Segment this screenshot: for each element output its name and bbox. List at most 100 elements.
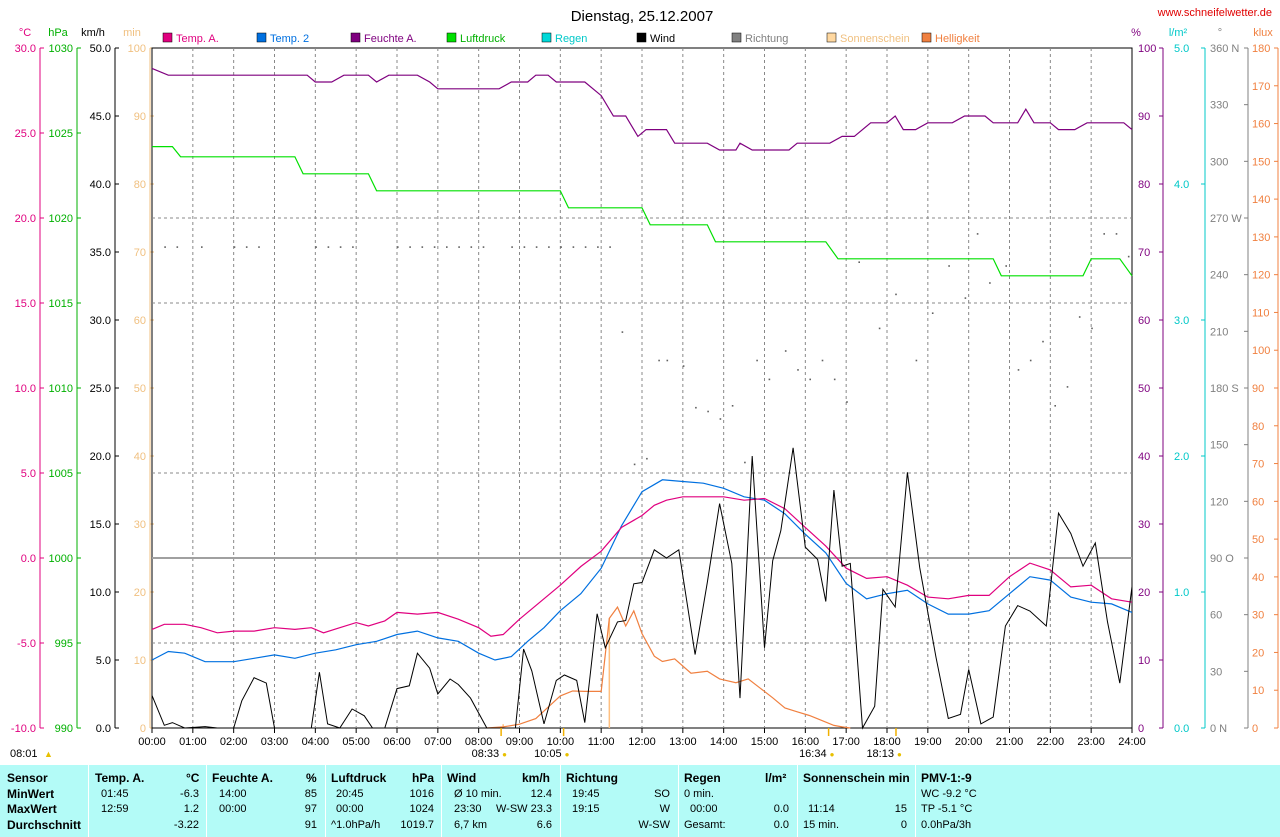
direction-point	[164, 246, 166, 248]
direction-point	[470, 246, 473, 248]
min-humidity-value: 85	[304, 788, 317, 800]
pressure-trend: ^1.0hPa/h	[331, 819, 381, 831]
light-axis-tick-label: 120	[1252, 270, 1270, 282]
avg-humidity-value: 91	[304, 819, 317, 831]
x-tick-label: 13:00	[669, 736, 697, 748]
direction-point	[915, 359, 918, 362]
col-divider	[915, 765, 916, 837]
min-direction-time: 19:45	[572, 788, 600, 800]
max-temp-time: 12:59	[101, 803, 129, 815]
rain-unit-label: l/m²	[1169, 27, 1188, 39]
humidity-axis-tick-label: 50	[1138, 383, 1150, 395]
pressure-axis-tick-label: 1025	[49, 128, 73, 140]
temp2-series	[151, 479, 1133, 663]
header-sunshine: Sonnenschein min	[803, 771, 910, 785]
direction-point	[176, 246, 179, 248]
light-axis-tick-label: 0	[1252, 723, 1258, 735]
direction-axis-tick-label: 0 N	[1210, 723, 1227, 735]
direction-point	[1029, 359, 1032, 362]
pressure-axis-tick-label: 1020	[49, 213, 73, 225]
temp-axis-tick-label: 25.0	[15, 128, 36, 140]
wind-distance: 6,7 km	[454, 819, 488, 831]
direction-point	[609, 246, 611, 248]
wind-axis-tick-label: 5.0	[96, 655, 111, 667]
row-label-avg: Durchschnitt	[7, 818, 82, 832]
wind-axis-tick-label: 40.0	[90, 179, 111, 191]
direction-point	[731, 405, 734, 407]
temp-unit-label: °C	[19, 27, 31, 39]
direction-point	[548, 246, 550, 248]
row-label-max: MaxWert	[7, 802, 57, 816]
x-tick-label: 17:00	[832, 736, 860, 748]
x-tick-label: 12:00	[628, 736, 656, 748]
avg-pressure-value: 1019.7	[400, 819, 434, 831]
direction-axis-tick-label: 60	[1210, 610, 1222, 622]
avg-wind-value: 6.6	[536, 819, 552, 831]
max-humidity-time: 00:00	[219, 803, 247, 815]
direction-point	[948, 265, 950, 267]
pressure-unit-label: hPa	[48, 27, 68, 39]
direction-point	[931, 312, 934, 314]
rain-axis-tick-label: 0.0	[1174, 723, 1189, 735]
direction-point	[523, 246, 526, 248]
humidity-axis-tick-label: 10	[1138, 655, 1150, 667]
light-axis-tick-label: 50	[1252, 534, 1264, 546]
direction-point	[584, 246, 587, 248]
direction-point	[756, 359, 758, 362]
direction-point	[433, 246, 436, 248]
pressure-axis-tick-label: 1010	[49, 383, 73, 395]
direction-point	[633, 463, 636, 466]
wind-axis-tick-label: 35.0	[90, 247, 111, 259]
direction-point	[695, 406, 697, 409]
header-wind: Wind	[447, 771, 477, 785]
wind-axis-tick-label: 45.0	[90, 111, 111, 123]
max-temp-value: 1.2	[183, 803, 199, 815]
temp-axis-tick-label: -10.0	[11, 723, 36, 735]
direction-point	[258, 246, 260, 248]
left-axes: 30.025.020.015.010.05.00.0-5.0-10.010301…	[11, 43, 154, 735]
header-direction: Richtung	[566, 771, 618, 785]
pressure-3h-trend: 0.0hPa/3h	[921, 819, 972, 831]
direction-point	[719, 418, 722, 420]
max-pressure-value: 1024	[409, 803, 434, 815]
header-pressure-unit: hPa	[412, 771, 435, 785]
x-tick-label: 20:00	[955, 736, 983, 748]
sun-event-icon: ●	[830, 750, 835, 759]
sun-events: 08:01 ▲ 08:33 ● 10:05 ● 16:34 ● 18:13 ●	[10, 728, 902, 760]
x-tick-label: 11:00	[588, 736, 615, 748]
wind-axis-tick-label: 20.0	[90, 451, 111, 463]
legend-swatch	[921, 32, 932, 43]
light-axis-tick-label: 180	[1252, 43, 1270, 55]
min-wind-value: 12.4	[530, 788, 552, 800]
humidity-axis-tick-label: 40	[1138, 451, 1150, 463]
col-divider	[441, 765, 442, 837]
direction-axis-tick-label: 240	[1210, 270, 1228, 282]
header-temp-unit: °C	[186, 771, 200, 785]
website-link[interactable]: www.schneifelwetter.de	[1157, 7, 1272, 19]
direction-point	[797, 369, 799, 371]
light-axis-tick-label: 140	[1252, 194, 1270, 206]
light-axis-tick-label: 150	[1252, 156, 1270, 168]
wind-axis-tick-label: 50.0	[90, 43, 111, 55]
light-axis-tick-label: 10	[1252, 685, 1264, 697]
header-pressure: Luftdruck	[331, 771, 387, 785]
min-wind-label: Ø 10 min.	[454, 788, 502, 800]
direction-point	[535, 246, 538, 248]
header-humidity: Feuchte A.	[212, 771, 273, 785]
col-divider	[560, 765, 561, 837]
light-series	[486, 605, 851, 729]
x-tick-label: 23:00	[1077, 736, 1105, 748]
direction-point	[809, 378, 811, 381]
min-pmv: WC -9.2 °C	[921, 788, 977, 800]
header-rain-unit: l/m²	[765, 771, 787, 785]
max-wind-direction: W-SW	[496, 803, 528, 815]
direction-point	[327, 246, 330, 248]
direction-point	[833, 378, 836, 381]
sun-event-icon: ●	[897, 750, 902, 759]
wind-axis-tick-label: 25.0	[90, 383, 111, 395]
max-rain-time: 00:00	[690, 803, 718, 815]
legend-label: Helligkeit	[935, 33, 980, 45]
rain-axis-tick-label: 2.0	[1174, 451, 1189, 463]
sun-unit-label: min	[123, 27, 141, 39]
direction-point	[482, 246, 485, 248]
